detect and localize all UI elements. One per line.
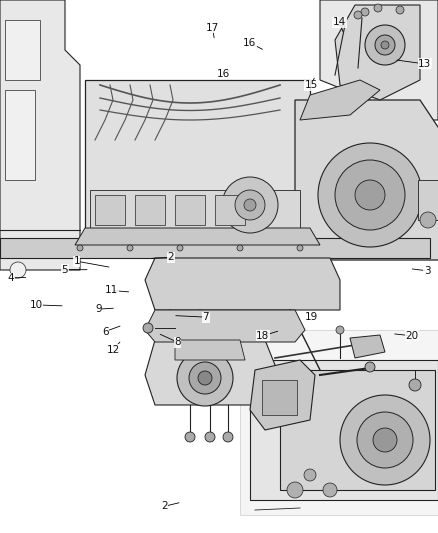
Text: 6: 6 <box>102 327 109 336</box>
Bar <box>175 195 205 225</box>
Bar <box>95 195 125 225</box>
Circle shape <box>381 41 389 49</box>
Circle shape <box>355 180 385 210</box>
Circle shape <box>235 190 265 220</box>
Circle shape <box>373 428 397 452</box>
Circle shape <box>357 412 413 468</box>
Polygon shape <box>75 228 320 245</box>
Circle shape <box>297 245 303 251</box>
Polygon shape <box>280 370 435 490</box>
Circle shape <box>10 262 26 278</box>
Circle shape <box>336 18 344 26</box>
Text: 16: 16 <box>217 69 230 78</box>
Circle shape <box>336 326 344 334</box>
Circle shape <box>340 395 430 485</box>
Bar <box>135 195 165 225</box>
Circle shape <box>237 245 243 251</box>
Circle shape <box>189 362 221 394</box>
Polygon shape <box>145 310 305 342</box>
Text: 2: 2 <box>161 502 168 511</box>
Text: 19: 19 <box>305 312 318 321</box>
Text: 8: 8 <box>174 337 181 347</box>
Circle shape <box>177 245 183 251</box>
Circle shape <box>375 35 395 55</box>
Text: 16: 16 <box>243 38 256 47</box>
Bar <box>90 190 300 230</box>
Polygon shape <box>335 5 420 100</box>
Text: 17: 17 <box>206 23 219 33</box>
Circle shape <box>205 432 215 442</box>
Polygon shape <box>0 0 80 270</box>
Polygon shape <box>250 360 438 500</box>
Circle shape <box>365 25 405 65</box>
Polygon shape <box>145 258 340 310</box>
Circle shape <box>323 483 337 497</box>
Text: 12: 12 <box>106 345 120 354</box>
Polygon shape <box>250 360 315 430</box>
Bar <box>5 90 35 180</box>
Polygon shape <box>145 340 275 405</box>
Polygon shape <box>320 0 438 120</box>
Circle shape <box>361 8 369 16</box>
Circle shape <box>396 6 404 14</box>
Polygon shape <box>0 238 430 258</box>
Bar <box>5 20 40 80</box>
Circle shape <box>77 245 83 251</box>
Circle shape <box>335 160 405 230</box>
Text: 15: 15 <box>304 80 318 90</box>
Polygon shape <box>295 100 438 260</box>
Circle shape <box>222 177 278 233</box>
Bar <box>418 180 438 220</box>
Text: 7: 7 <box>202 312 209 322</box>
Circle shape <box>354 11 362 19</box>
Text: 1: 1 <box>73 256 80 266</box>
Polygon shape <box>300 80 380 120</box>
Circle shape <box>374 4 382 12</box>
Text: 13: 13 <box>418 59 431 69</box>
Circle shape <box>409 379 421 391</box>
Text: 14: 14 <box>333 18 346 27</box>
Bar <box>262 380 297 415</box>
Circle shape <box>185 432 195 442</box>
Text: 18: 18 <box>256 331 269 341</box>
Circle shape <box>177 350 233 406</box>
Circle shape <box>198 371 212 385</box>
Text: 11: 11 <box>105 286 118 295</box>
Bar <box>240 330 438 515</box>
Circle shape <box>304 469 316 481</box>
Circle shape <box>318 143 422 247</box>
Text: 9: 9 <box>95 304 102 314</box>
Polygon shape <box>175 340 245 360</box>
Circle shape <box>287 482 303 498</box>
Circle shape <box>244 199 256 211</box>
Polygon shape <box>85 80 310 235</box>
Text: 10: 10 <box>29 300 42 310</box>
Bar <box>215 195 245 225</box>
Circle shape <box>127 245 133 251</box>
Circle shape <box>365 362 375 372</box>
Text: 4: 4 <box>7 273 14 283</box>
Text: 2: 2 <box>167 253 174 262</box>
Circle shape <box>223 432 233 442</box>
Text: 3: 3 <box>424 266 431 276</box>
Text: 5: 5 <box>61 265 68 274</box>
Circle shape <box>143 323 153 333</box>
Text: 20: 20 <box>405 331 418 341</box>
Polygon shape <box>350 335 385 358</box>
Circle shape <box>420 212 436 228</box>
